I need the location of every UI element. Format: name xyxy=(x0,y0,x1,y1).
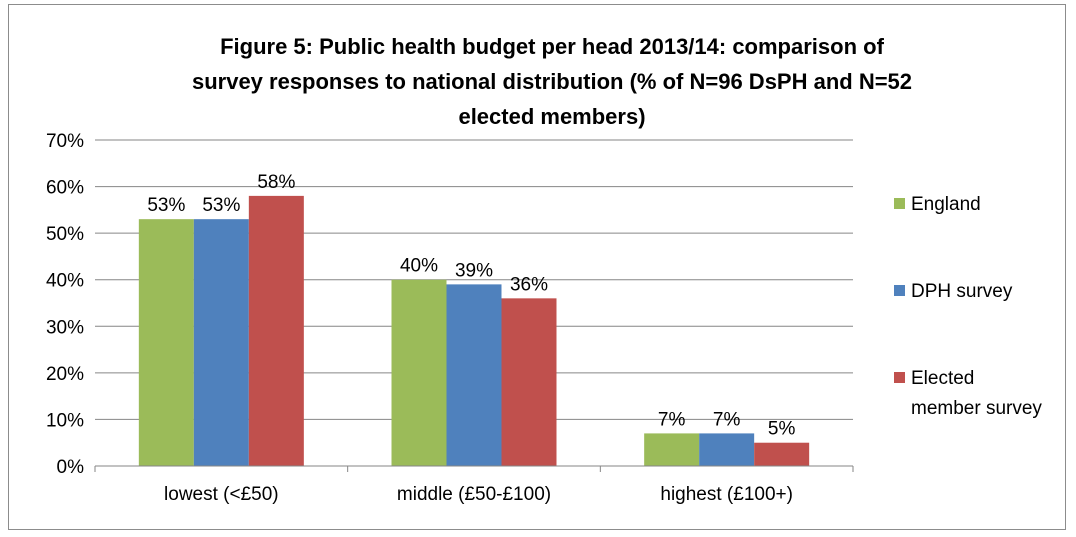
legend-swatch xyxy=(894,198,905,209)
data-label: 5% xyxy=(768,419,796,440)
bar xyxy=(501,298,557,466)
legend-label: Elected xyxy=(911,368,974,389)
data-label: 53% xyxy=(147,195,185,216)
y-tick-label: 40% xyxy=(46,271,84,292)
chart-title-line-2: survey responses to national distributio… xyxy=(192,69,912,94)
legend-label: England xyxy=(911,194,981,215)
data-label: 40% xyxy=(400,256,438,277)
data-label: 39% xyxy=(455,260,493,281)
x-tick-label: middle (£50-£100) xyxy=(397,484,551,505)
legend-swatch xyxy=(894,285,905,296)
chart-title-line-1: Figure 5: Public health budget per head … xyxy=(220,34,884,59)
y-tick-label: 20% xyxy=(46,364,84,385)
data-labels: 53% 53% 58% 40% 39% 36% 7% 7% 5% xyxy=(147,172,795,440)
bar xyxy=(754,442,810,466)
bar xyxy=(193,219,249,466)
bar xyxy=(138,219,194,466)
data-label: 7% xyxy=(713,409,741,430)
y-tick-label: 10% xyxy=(46,410,84,431)
x-axis-tick-labels: lowest (<£50) middle (£50-£100) highest (£… xyxy=(164,484,793,505)
data-label: 58% xyxy=(257,172,295,193)
bar xyxy=(248,195,304,466)
data-label: 7% xyxy=(658,409,686,430)
bar xyxy=(446,284,502,466)
x-tick-label: highest (£100+) xyxy=(660,484,793,505)
legend-label: DPH survey xyxy=(911,281,1013,302)
bars xyxy=(138,195,810,466)
chart-title: Figure 5: Public health budget per head … xyxy=(192,34,912,129)
y-tick-label: 50% xyxy=(46,224,84,245)
data-label: 36% xyxy=(510,274,548,295)
y-tick-label: 0% xyxy=(57,457,85,478)
legend-swatch xyxy=(894,372,905,383)
x-axis xyxy=(94,465,854,472)
y-tick-label: 70% xyxy=(46,131,84,152)
y-tick-label: 60% xyxy=(46,178,84,199)
chart-title-line-3: elected members) xyxy=(458,104,645,129)
data-label: 53% xyxy=(202,195,240,216)
bar xyxy=(644,433,700,466)
y-axis-ticks: 0% 10% 20% 30% 40% 50% 60% 70% xyxy=(46,131,84,478)
bar xyxy=(699,433,755,466)
x-tick-label: lowest (<£50) xyxy=(164,484,279,505)
legend-label: member survey xyxy=(911,398,1042,419)
bar xyxy=(391,279,447,466)
y-tick-label: 30% xyxy=(46,317,84,338)
legend: England DPH survey Elected member survey xyxy=(894,194,1042,419)
